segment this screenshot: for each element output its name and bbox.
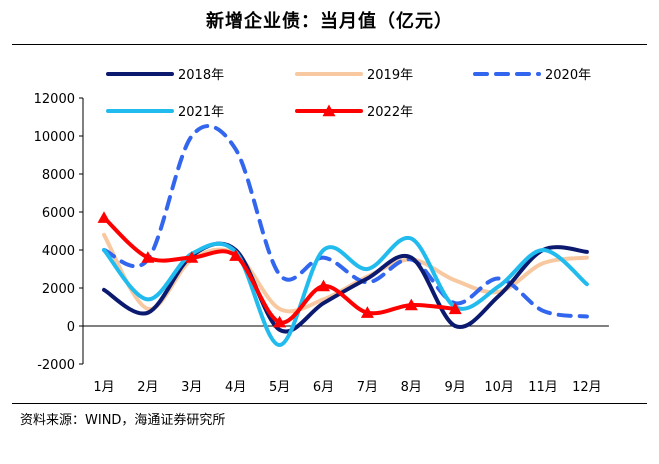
chart-legend: 2018年 2019年 2020年 2021年 2022年 <box>106 68 591 120</box>
x-tick-label: 10月 <box>484 380 514 395</box>
x-tick-label: 6月 <box>313 380 334 395</box>
x-tick-label: 7月 <box>357 380 378 395</box>
legend-label: 2019年 <box>367 68 413 83</box>
legend-item-2018: 2018年 <box>106 68 224 83</box>
title-divider <box>12 44 647 45</box>
y-tick-label: 0 <box>67 320 75 335</box>
data-point-2022-7 <box>360 306 374 318</box>
x-tick-label: 3月 <box>181 380 202 395</box>
y-tick-label: 8000 <box>42 168 75 183</box>
legend-item-2020: 2020年 <box>473 68 591 83</box>
data-point-2022-6 <box>317 279 330 292</box>
data-point-2022-2 <box>141 251 155 263</box>
x-tick-label: 8月 <box>401 380 422 395</box>
chart-title: 新增企业债：当月值（亿元） <box>206 11 453 32</box>
x-tick-label: 5月 <box>269 380 290 395</box>
x-tick-label: 9月 <box>445 380 466 395</box>
y-tick-label: -2000 <box>37 358 75 373</box>
source-note: 资料来源：WIND，海通证券研究所 <box>20 413 226 428</box>
line-chart: -2000 0 2000 4000 6000 8000 10000 12000 1月 2月 3月 4月… <box>34 68 609 395</box>
legend-label: 2020年 <box>545 68 591 83</box>
y-tick-label: 12000 <box>34 92 75 107</box>
y-tick-label: 2000 <box>42 282 75 297</box>
data-point-2022-3 <box>185 251 199 263</box>
x-tick-label: 4月 <box>225 380 246 395</box>
legend-item-2022: 2022年 <box>295 104 413 120</box>
data-point-2022-5 <box>273 315 287 328</box>
chart-series <box>97 124 589 348</box>
series-line-2020 <box>102 124 589 319</box>
y-tick-label: 10000 <box>34 130 75 145</box>
source-divider <box>12 403 647 404</box>
legend-item-2021: 2021年 <box>106 105 224 120</box>
legend-label: 2022年 <box>367 105 413 120</box>
data-point-2022-1 <box>97 211 111 223</box>
legend-label: 2018年 <box>178 68 224 83</box>
x-tick-label: 2月 <box>137 380 158 395</box>
x-tick-label: 12月 <box>572 380 602 395</box>
data-point-2022-9 <box>448 302 462 315</box>
x-tick-label: 11月 <box>528 380 558 395</box>
data-point-2022-4 <box>229 249 243 261</box>
legend-item-2019: 2019年 <box>295 68 413 83</box>
legend-marker <box>322 104 336 117</box>
data-point-2022-8 <box>404 298 418 311</box>
x-tick-label: 1月 <box>93 380 114 395</box>
y-tick-label: 4000 <box>42 244 75 259</box>
chart-axes: -2000 0 2000 4000 6000 8000 10000 12000 1月 2月 3月 4月… <box>34 92 609 395</box>
y-tick-label: 6000 <box>42 206 75 221</box>
legend-label: 2021年 <box>178 105 224 120</box>
